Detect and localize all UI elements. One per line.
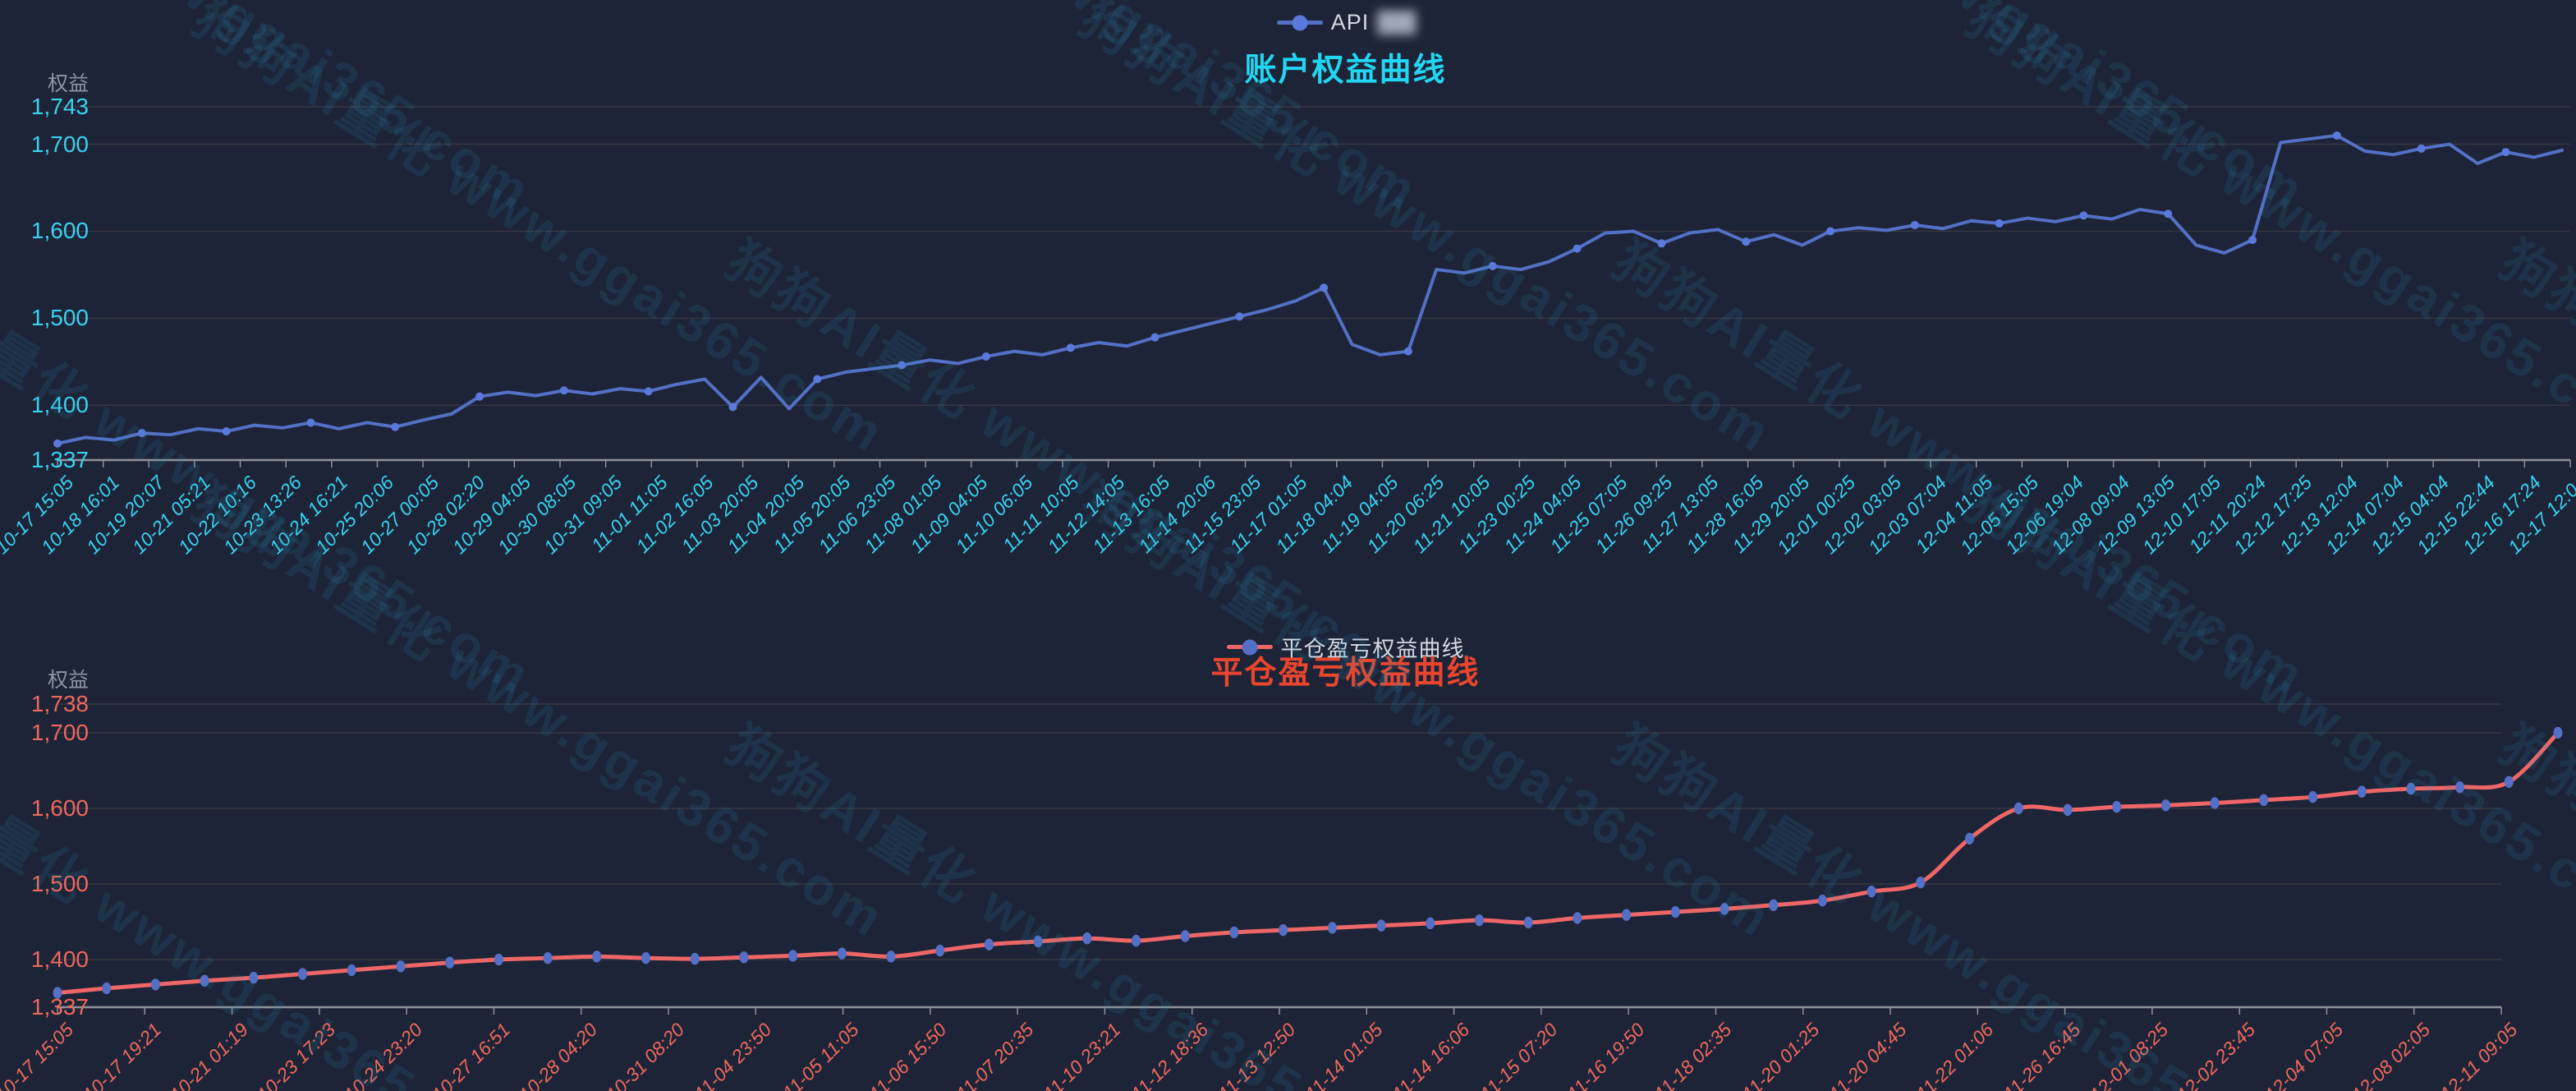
x-tick-label: 11-05 11:05 [778, 1019, 863, 1091]
x-tick-label: 11-14 01:05 [1301, 1019, 1387, 1091]
legend-item-api-series[interactable]: API ███ [1276, 10, 1416, 35]
y-tick-label: 1,600 [30, 794, 89, 821]
x-tick-label: 10-31 08:20 [602, 1019, 689, 1091]
legend-line-icon [1226, 639, 1273, 655]
chart-title-closed-pnl: 平仓盈亏权益曲线 [1210, 656, 1481, 691]
legend-item-closed-pnl-series[interactable]: 平仓盈亏权益曲线 [1226, 631, 1465, 663]
y-tick-label: 1,743 [30, 94, 89, 119]
legend-dot-icon [1292, 15, 1308, 30]
x-tick-label: 11-07 20:35 [952, 1019, 1038, 1091]
x-tick-label: 11-16 19:50 [1563, 1019, 1649, 1091]
legend-row-account-equity: API ███ [57, 10, 2576, 35]
y-tick-label: 1,337 [30, 994, 89, 1020]
x-tick-label: 11-14 16:06 [1388, 1019, 1474, 1091]
x-tick-label: 11-10 23:21 [1039, 1019, 1125, 1091]
y-tick-label: 1,337 [30, 447, 89, 472]
y-tick-label: 1,600 [30, 218, 89, 244]
x-tick-label: 11-22 01:06 [1912, 1019, 1998, 1091]
x-tick-label: 11-20 01:25 [1738, 1019, 1824, 1091]
x-tick-label: 11-20 04:45 [1825, 1019, 1911, 1091]
y-tick-label: 1,738 [30, 691, 89, 716]
x-tick-label: 11-12 18:36 [1127, 1019, 1213, 1091]
chart-title-account-equity: 账户权益曲线 [1244, 53, 1447, 88]
x-tick-label: 12-08 02:05 [2347, 1019, 2435, 1091]
x-tick-label: 10-27 16:51 [427, 1019, 514, 1091]
x-tick-label: 10-24 23:20 [340, 1019, 427, 1091]
x-tick-label: 11-18 02:35 [1650, 1019, 1736, 1091]
x-tick-label: 12-04 07:05 [2260, 1019, 2347, 1091]
legend-line-icon [1276, 15, 1323, 30]
x-tick-label: 12-02 23:45 [2173, 1019, 2260, 1091]
x-tick-label: 12-11 09:05 [2436, 1019, 2522, 1091]
y-tick-label: 1,700 [30, 131, 89, 157]
y-tick-label: 1,400 [30, 392, 89, 418]
y-axis-name-bottom: 权益 [48, 669, 90, 692]
x-tick-label: 12-01 08:25 [2086, 1019, 2173, 1091]
x-tick-label: 10-23 17:23 [253, 1019, 340, 1091]
x-tick-label: 11-06 15:50 [865, 1019, 951, 1091]
x-tick-label: 10-17 15:05 [0, 1019, 78, 1091]
y-tick-label: 1,700 [30, 719, 89, 745]
x-tick-label: 11-15 07:20 [1476, 1019, 1562, 1091]
legend-redacted-text: ███ [1377, 11, 1416, 34]
legend-label: 平仓盈亏权益曲线 [1280, 637, 1465, 661]
x-tick-label: 11-26 16:45 [1999, 1019, 2085, 1091]
y-tick-label: 1,500 [30, 305, 89, 331]
x-tick-label: 11-04 23:50 [690, 1019, 776, 1091]
x-tick-label: 10-17 19:21 [78, 1019, 165, 1091]
legend-label: API [1330, 10, 1370, 35]
y-axis-name-top: 权益 [48, 72, 90, 95]
x-tick-label: 11-13 12:50 [1214, 1019, 1300, 1091]
y-tick-label: 1,500 [30, 871, 89, 896]
y-tick-label: 1,400 [30, 946, 89, 973]
legend-row-closed-pnl: 平仓盈亏权益曲线 [57, 631, 2576, 663]
x-tick-label: 10-21 01:19 [165, 1019, 252, 1091]
legend-dot-icon [1242, 639, 1257, 655]
x-tick-label: 10-28 04:20 [514, 1019, 602, 1091]
